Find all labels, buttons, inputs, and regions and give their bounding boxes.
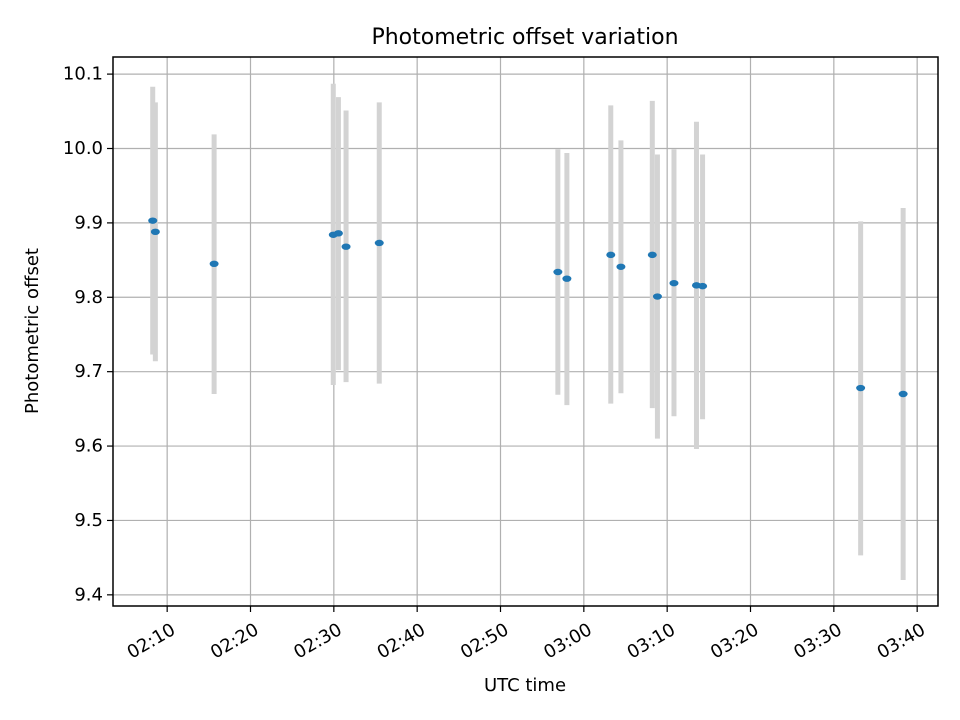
plot-frame	[112, 56, 939, 607]
x-axis-label: UTC time	[484, 675, 566, 696]
data-point	[562, 275, 572, 282]
y-axis: 9.4 9.5 9.6 9.7 9.8 9.9 10.0 10.1	[63, 64, 113, 605]
y-tick-label: 9.9	[74, 212, 103, 233]
data-point	[374, 239, 384, 247]
data-point	[553, 268, 563, 276]
data-point	[652, 293, 662, 300]
y-tick-label: 10.1	[63, 64, 103, 85]
y-tick-label: 9.7	[74, 361, 103, 382]
data-point	[209, 260, 219, 268]
grid	[113, 57, 938, 606]
y-axis-label: Photometric offset	[22, 248, 43, 414]
data-point	[698, 282, 708, 290]
y-tick-label: 9.5	[74, 510, 103, 531]
data-point	[606, 251, 616, 259]
y-tick-label: 9.6	[74, 436, 103, 457]
y-tick-label: 9.8	[74, 287, 103, 308]
y-tick-label: 10.0	[63, 138, 103, 159]
data-point	[669, 279, 679, 287]
data-point	[333, 230, 343, 237]
data-point	[898, 390, 908, 398]
data-point	[341, 243, 351, 250]
data-point	[856, 384, 866, 392]
data-point	[148, 217, 158, 224]
data-point	[647, 251, 657, 259]
y-tick-label: 9.4	[74, 584, 103, 605]
data-point	[150, 228, 160, 236]
data-points	[148, 217, 908, 398]
chart-title: Photometric offset variation	[371, 25, 678, 50]
data-point	[616, 263, 626, 270]
